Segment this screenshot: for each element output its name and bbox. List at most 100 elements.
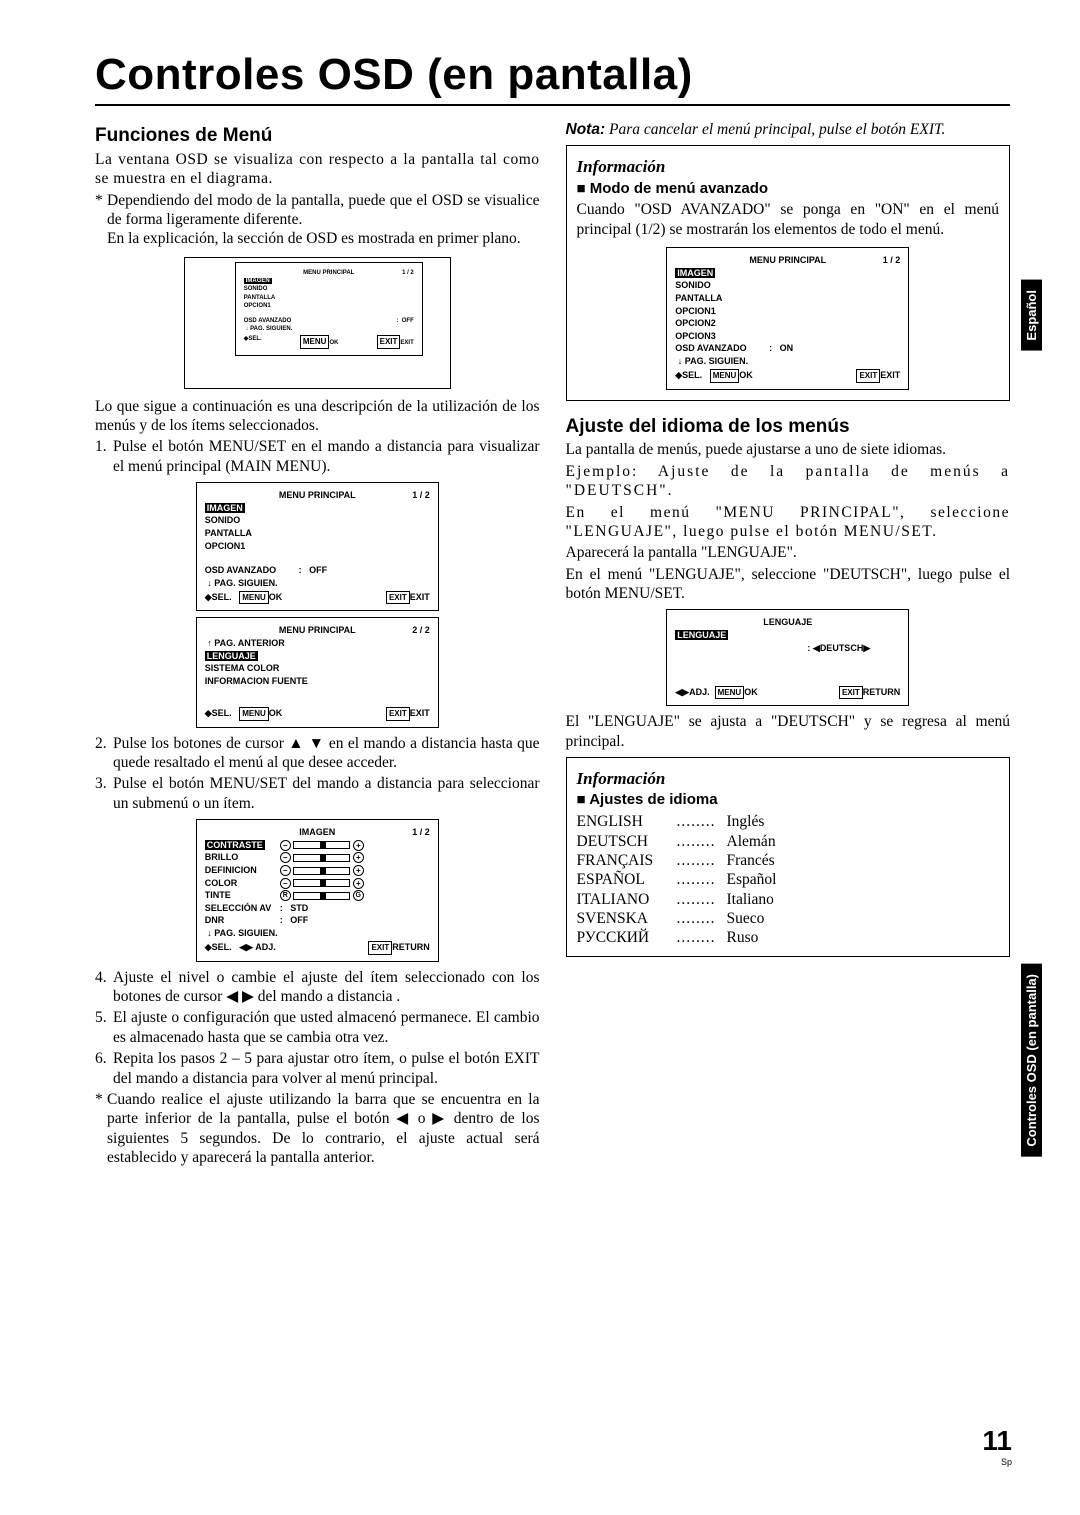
osd2-exitbox: EXIT bbox=[386, 707, 410, 720]
step-4-text: Ajuste el nivel o cambie el ajuste del í… bbox=[113, 968, 540, 1007]
step-2: 2.Pulse los botones de cursor ▲ ▼ en el … bbox=[95, 734, 540, 773]
para-intro: La ventana OSD se visualiza con respecto… bbox=[95, 150, 540, 189]
osdi-off: OFF bbox=[290, 915, 308, 925]
osda-opcion2: OPCION2 bbox=[675, 317, 900, 330]
osd1-sonido: SONIDO bbox=[205, 514, 430, 527]
osda-ok: OK bbox=[739, 370, 753, 380]
idioma-p5: Aparecerá la pantalla "LENGUAJE". bbox=[566, 543, 1011, 562]
side-tab-section: Controles OSD (en pantalla) bbox=[1021, 964, 1042, 1157]
language-row: ITALIANO........Italiano bbox=[577, 890, 1000, 909]
note-para: Nota: Para cancelar el menú principal, p… bbox=[566, 120, 1011, 139]
heading-ajuste-idioma: Ajuste del idioma de los menús bbox=[566, 415, 1011, 439]
osd2-ok: OK bbox=[269, 708, 283, 718]
asterisk-1a: Dependiendo del modo de la pantalla, pue… bbox=[107, 192, 540, 228]
osd2-lenguaje: LENGUAJE bbox=[205, 651, 258, 661]
osd2-menu: MENU bbox=[239, 707, 269, 720]
idioma-p2: La pantalla de menús, puede ajustarse a … bbox=[566, 440, 1011, 459]
osd1-avanzado: OSD AVANZADO bbox=[205, 565, 276, 575]
osd2-sel: SEL. bbox=[212, 708, 232, 718]
osdl-return: RETURN bbox=[863, 687, 901, 697]
osdi-std: STD bbox=[290, 903, 308, 913]
osd-main-1: MENU PRINCIPAL 1 / 2 IMAGEN SONIDO PANTAL… bbox=[196, 482, 439, 611]
osda-on: ON bbox=[780, 343, 794, 353]
step-6-text: Repita los pasos 2 – 5 para ajustar otro… bbox=[113, 1049, 540, 1088]
osda-imagen: IMAGEN bbox=[675, 268, 715, 278]
osd-mini-sonido: SONIDO bbox=[244, 285, 414, 293]
osdi-siguien: PAG. SIGUIEN. bbox=[214, 928, 277, 938]
sub-heading-1: ■ Modo de menú avanzado bbox=[577, 180, 1000, 199]
language-row: SVENSKA........Sueco bbox=[577, 909, 1000, 928]
osd1-off: OFF bbox=[309, 565, 327, 575]
language-row: ESPAÑOL........Español bbox=[577, 870, 1000, 889]
osd1-imagen: IMAGEN bbox=[205, 503, 245, 513]
asterisk-1b: En la explicación, la sección de OSD es … bbox=[107, 230, 521, 247]
osd-mini-title: MENU PRINCIPAL bbox=[303, 270, 354, 276]
language-row: РУССКИЙ........Ruso bbox=[577, 928, 1000, 947]
osd1-pantalla: PANTALLA bbox=[205, 527, 430, 540]
side-tab-espanol: Español bbox=[1021, 280, 1042, 351]
step-6: 6.Repita los pasos 2 – 5 para ajustar ot… bbox=[95, 1049, 540, 1088]
page-content: Controles OSD (en pantalla) Funciones de… bbox=[0, 0, 1080, 1209]
left-column: Funciones de Menú La ventana OSD se visu… bbox=[95, 118, 540, 1169]
osd2-exit: EXIT bbox=[410, 708, 430, 718]
osd-mini-exit: EXIT bbox=[400, 340, 413, 346]
osdi-dnr: DNR bbox=[205, 914, 280, 927]
osdl-title: LENGUAJE bbox=[763, 617, 812, 627]
osdl-adj: ADJ. bbox=[689, 687, 710, 697]
page-lang-code: Sp bbox=[982, 1457, 1012, 1467]
osdi-return: RETURN bbox=[392, 942, 430, 952]
osdi-exitbox: EXIT bbox=[368, 941, 392, 954]
info1-para: Cuando "OSD AVANZADO" se ponga en "ON" e… bbox=[577, 200, 1000, 239]
osd1-exitbox: EXIT bbox=[386, 591, 410, 604]
step-5: 5.El ajuste o configuración que usted al… bbox=[95, 1008, 540, 1047]
osd-imagen: IMAGEN1 / 2 CONTRASTE− + BRILLO− + DEFIN… bbox=[196, 819, 439, 962]
osd1-ok: OK bbox=[269, 592, 283, 602]
osd2-anterior: PAG. ANTERIOR bbox=[214, 638, 285, 648]
para-description: Lo que sigue a continuación es una descr… bbox=[95, 397, 540, 436]
asterisk-note-2: *Cuando realice el ajuste utilizando la … bbox=[95, 1090, 540, 1168]
osd1-sel: SEL. bbox=[212, 592, 232, 602]
title-rule bbox=[95, 104, 1010, 106]
step-5-text: El ajuste o configuración que usted alma… bbox=[113, 1008, 540, 1047]
idioma-p3: Ejemplo: Ajuste de la pantalla de menús … bbox=[566, 462, 1011, 501]
osda-sel: SEL. bbox=[682, 370, 702, 380]
osdl-menu: MENU bbox=[715, 686, 745, 699]
info-box-1: Información ■ Modo de menú avanzado Cuan… bbox=[566, 145, 1011, 400]
osd1-title: MENU PRINCIPAL bbox=[279, 490, 356, 500]
osdi-page: 1 / 2 bbox=[412, 826, 430, 839]
osd-mini-exitbox: EXIT bbox=[377, 335, 401, 348]
osda-page: 1 / 2 bbox=[883, 254, 901, 267]
language-row: FRANÇAIS........Francés bbox=[577, 851, 1000, 870]
sub2-text: Ajustes de idioma bbox=[589, 791, 717, 808]
osda-avanzado: OSD AVANZADO bbox=[675, 343, 746, 353]
step-1: 1.Pulse el botón MENU/SET en el mando a … bbox=[95, 437, 540, 476]
osda-sonido: SONIDO bbox=[675, 279, 900, 292]
main-title: Controles OSD (en pantalla) bbox=[95, 50, 1010, 100]
osda-siguien: PAG. SIGUIEN. bbox=[685, 356, 748, 366]
osd-mini-opcion1: OPCION1 bbox=[244, 302, 414, 310]
osd2-sistema: SISTEMA COLOR bbox=[205, 662, 430, 675]
osda-pantalla: PANTALLA bbox=[675, 292, 900, 305]
osd1-page: 1 / 2 bbox=[412, 489, 430, 502]
page-number-value: 11 bbox=[982, 1425, 1012, 1456]
step-1-text: Pulse el botón MENU/SET en el mando a di… bbox=[113, 437, 540, 476]
note-rest: Para cancelar el menú principal, pulse e… bbox=[605, 121, 945, 138]
osda-exit: EXIT bbox=[880, 370, 900, 380]
osd-diagram-frame: MENU PRINCIPAL1 / 2 IMAGEN SONIDO PANTAL… bbox=[184, 257, 451, 389]
osd1-siguien: PAG. SIGUIEN. bbox=[214, 578, 277, 588]
osdi-color: COLOR bbox=[205, 877, 280, 890]
step-2-text: Pulse los botones de cursor ▲ ▼ en el ma… bbox=[113, 734, 540, 773]
note-bold: Nota: bbox=[566, 121, 606, 138]
osd-mini-imagen: IMAGEN bbox=[244, 278, 272, 284]
idioma-p7: El "LENGUAJE" se ajusta a "DEUTSCH" y se… bbox=[566, 712, 1011, 751]
osda-opcion3: OPCION3 bbox=[675, 330, 900, 343]
language-list: ENGLISH........InglésDEUTSCH........Alem… bbox=[577, 812, 1000, 948]
osdi-seleccion: SELECCIÓN AV bbox=[205, 902, 280, 915]
osd-lenguaje: LENGUAJE LENGUAJE : ◀DEUTSCH▶ ◀▶ADJ. MEN… bbox=[666, 609, 909, 706]
osdl-deutsch: DEUTSCH bbox=[820, 643, 864, 653]
osd2-page: 2 / 2 bbox=[412, 624, 430, 637]
osdi-sel: SEL. bbox=[212, 942, 232, 952]
step-3: 3.Pulse el botón MENU/SET del mando a di… bbox=[95, 774, 540, 813]
osdi-adj: ADJ. bbox=[255, 942, 276, 952]
osda-opcion1: OPCION1 bbox=[675, 305, 900, 318]
